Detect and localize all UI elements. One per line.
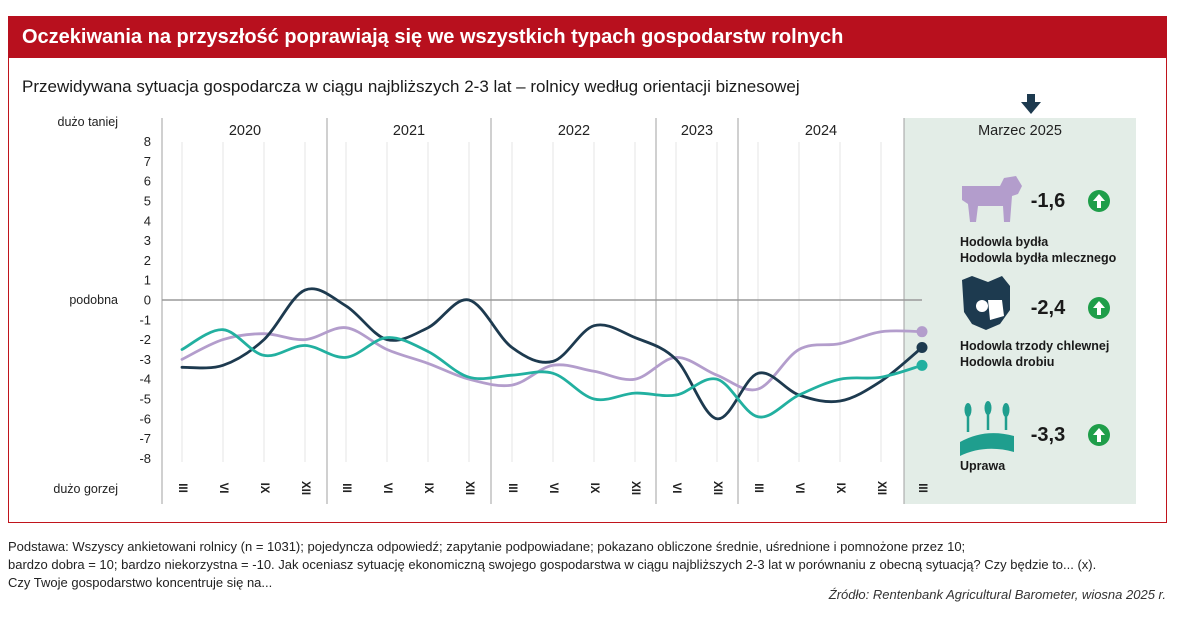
year-label: 2024 [805, 123, 837, 139]
year-label: 2022 [558, 123, 590, 139]
cow-icon [962, 176, 1022, 222]
legend-label: Hodowla bydła mlecznego [960, 251, 1117, 265]
x-tick-label: VI [547, 483, 559, 494]
chart-subtitle: Przewidywana sytuacja gospodarcza w ciąg… [22, 77, 800, 96]
year-label: 2020 [229, 123, 261, 139]
x-tick-label: XII [299, 481, 311, 495]
x-tick-label: XII [711, 481, 723, 495]
source-note: Źródło: Rentenbank Agricultural Baromete… [828, 587, 1166, 602]
latest-period-label: Marzec 2025 [978, 123, 1062, 139]
x-tick-label: III [752, 483, 764, 493]
x-tick-label: IX [258, 483, 270, 494]
y-tick-label: -5 [139, 392, 151, 407]
x-axis: 2020 2021 2022 2023 2024 Marzec 2025 III VI IX XI… [176, 94, 1062, 495]
y-tick-label: -7 [139, 431, 151, 446]
series-lines [180, 287, 928, 421]
legend-item-2: -3,3 Uprawa [960, 401, 1110, 473]
legend-label: Hodowla drobiu [960, 355, 1054, 369]
legend-item-1: -2,4 Hodowla trzody chlewnej Hodowla drobi… [960, 276, 1110, 369]
series-endpoint-trzoda [916, 342, 928, 354]
y-tick-label: -8 [139, 451, 151, 466]
y-tick-label: 3 [144, 233, 151, 248]
x-tick-label: III [340, 483, 352, 493]
year-label: 2021 [393, 123, 425, 139]
x-tick-label: IX [834, 483, 846, 494]
y-tick-label: -2 [139, 332, 151, 347]
trend-up-icon [1088, 190, 1110, 212]
x-tick-label: XII [463, 481, 475, 495]
legend-label: Hodowla trzody chlewnej [960, 339, 1109, 353]
x-tick-label: VI [217, 483, 229, 494]
y-tick-label: 0 [144, 293, 151, 308]
trend-up-icon [1088, 424, 1110, 446]
down-arrow-icon [1021, 94, 1041, 114]
series-endpoint-uprawa [916, 359, 928, 371]
x-tick-label: XII [875, 481, 887, 495]
x-tick-label: III [506, 483, 518, 493]
y-tick-label: 2 [144, 253, 151, 268]
series-line-trzoda [180, 287, 924, 421]
y-tick-label: -3 [139, 352, 151, 367]
x-tick-label: IX [588, 483, 600, 494]
x-tick-label: III [176, 483, 188, 493]
x-tick-label: VI [793, 483, 805, 494]
legend-label: Hodowla bydła [960, 235, 1049, 249]
field-wheat-icon [960, 401, 1014, 456]
y-tick-label: -6 [139, 411, 151, 426]
y-label-mid: podobna [69, 293, 118, 307]
legend-value: -1,6 [1031, 190, 1065, 212]
legend-value: -3,3 [1031, 424, 1065, 446]
trend-up-icon [1088, 297, 1110, 319]
y-tick-label: -4 [139, 372, 151, 387]
y-label-top: dużo taniej [58, 115, 118, 129]
footnote-line-1: Podstawa: Wszyscy ankietowani rolnicy (n… [8, 539, 966, 554]
y-tick-label: 4 [144, 213, 151, 228]
y-tick-label: 8 [144, 134, 151, 149]
series-line-bydlo [180, 326, 924, 392]
footnote-line-2: bardzo dobra = 10; bardzo niekorzystna =… [8, 557, 1097, 572]
x-tick-label: VI [670, 483, 682, 494]
page-title: Oczekiwania na przyszłość poprawiają się… [8, 16, 1167, 58]
year-label: 2023 [681, 123, 713, 139]
chart-grid [161, 118, 922, 504]
pig-chicken-icon [962, 276, 1010, 330]
y-tick-label: 7 [144, 154, 151, 169]
x-tick-label: IX [422, 483, 434, 494]
y-tick-label: 1 [144, 273, 151, 288]
series-endpoint-bydlo [916, 326, 928, 338]
x-tick-label: III [916, 483, 928, 493]
y-tick-label: 6 [144, 174, 151, 189]
x-tick-label: VI [381, 483, 393, 494]
x-tick-label: XII [629, 481, 641, 495]
footnote: Podstawa: Wszyscy ankietowani rolnicy (n… [8, 538, 1168, 592]
y-axis: 8 7 6 5 4 3 2 1 0 -1 -2 -3 -4 -5 -6 -7 -8 dużo taniej podo… [53, 115, 151, 496]
footnote-line-3: Czy Twoje gospodarstwo koncentruje się n… [8, 575, 273, 590]
legend-item-0: -1,6 Hodowla bydła Hodowla bydła mlecznego [960, 176, 1117, 265]
y-label-bottom: dużo gorzej [53, 482, 118, 496]
legend-label: Uprawa [960, 459, 1006, 473]
legend-panel: -1,6 Hodowla bydła Hodowla bydła mlecznego… [960, 176, 1117, 473]
series-line-uprawa [180, 328, 924, 419]
y-tick-label: 5 [144, 194, 151, 209]
legend-value: -2,4 [1031, 297, 1066, 319]
y-tick-label: -1 [139, 312, 151, 327]
